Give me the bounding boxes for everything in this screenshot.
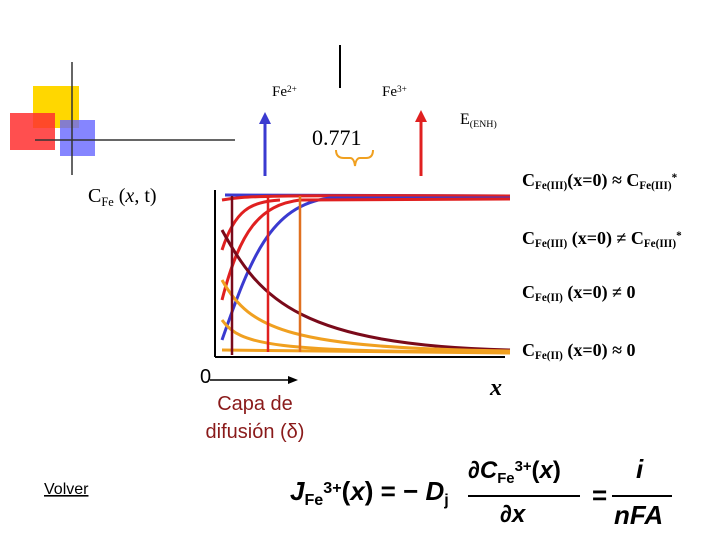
text-part: nFA [614,500,663,530]
potential-label: 0.771 [312,125,362,150]
fe3-label: Fe3+ [382,84,407,100]
layer-label: Capa de [217,393,293,415]
text-part: Fe [101,195,114,209]
text-part: D [426,476,445,506]
text-part: Fe(II) [535,292,563,304]
text-part: Fe(II) [535,350,563,362]
text-part: Fe [497,471,514,487]
profile [221,348,511,355]
equation-equals: = [592,480,607,510]
text-part: (x=0) ≠ 0 [563,282,636,303]
origin-label: 0 [200,366,211,388]
text-part: Fe [304,491,323,509]
text-part: C [522,340,535,360]
condition: CFe(II) (x=0) ≠ 0 [522,282,636,304]
fe2-label: Fe2+ [272,84,297,100]
blue-arrow-head [259,112,271,124]
condition: CFe(III)(x=0) ≈ CFe(III)* [522,170,678,192]
text-part: Fe(III) [639,180,672,192]
text-part: 3+ [515,459,532,475]
condition: CFe(II) (x=0) ≈ 0 [522,340,636,362]
text-part: ∂ [500,501,512,528]
text-part: 2+ [287,85,297,95]
text-part: C [480,457,498,484]
text-part: , t) [134,185,156,207]
text-part: (x=0) ≈ 0 [563,340,636,361]
brace [335,149,374,167]
layer-label: difusión (δ) [206,421,305,443]
profile [220,196,510,341]
text-part: Fe [272,84,287,100]
text-part: (x=0) ≈ C [567,170,639,191]
condition: CFe(III) (x=0) ≠ CFe(III)* [522,228,682,250]
text-part: Fe [382,84,397,100]
profile [220,229,511,352]
text-part: (ENH) [470,119,497,130]
y-axis-label: CFe (x, t) [88,185,157,209]
x-axis-label: x [489,375,502,401]
text-part: Fe(III) [535,180,568,192]
text-part: x [510,501,527,528]
text-part: x [538,457,555,484]
text-part: x [124,185,134,207]
text-part: ) = − [365,476,426,506]
red-arrow-head [415,110,427,122]
electrode-label: E(ENH) [460,111,497,130]
text-part: (x=0) ≠ C [567,228,644,249]
text-part: * [676,230,682,242]
profiles [220,193,511,355]
text-part: ( [532,457,540,484]
text-part: x [348,476,366,506]
equation-numerator: i [636,454,644,484]
text-part: ∂ [468,457,480,484]
layer-arrow-head [288,376,298,384]
equation-denominator: ∂x [500,501,527,528]
text-part: ( [342,476,351,506]
equation-denominator: nFA [614,500,663,530]
equation-numerator: ∂CFe3+(x) [468,457,561,487]
text-part: i [636,454,644,484]
text-part: C [522,282,535,302]
text-part: ) [553,457,561,484]
text-part: ( [114,185,126,207]
deco-red [10,113,55,150]
text-part: j [443,491,448,509]
text-part: E [460,111,470,128]
equation-lhs: JFe3+(x) = − Dj [290,476,449,509]
text-part: C [522,170,535,190]
profile [220,279,511,353]
deco-blue [60,120,95,156]
text-part: 3+ [323,479,341,497]
text-part: * [672,172,678,184]
text-part: J [290,476,305,506]
text-part: C [522,228,535,248]
profile [220,197,511,301]
back-link[interactable]: Volver [44,481,89,498]
text-part: C [88,185,101,207]
text-part: 3+ [397,85,407,95]
text-part: Fe(III) [535,238,568,250]
text-part: Fe(III) [644,238,677,250]
